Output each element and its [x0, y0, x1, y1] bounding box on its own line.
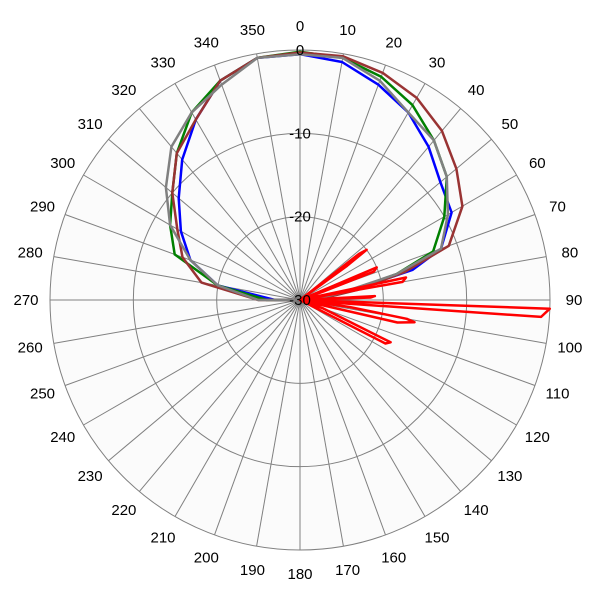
- grid-spoke: [299, 299, 462, 492]
- grid-spoke: [299, 299, 492, 462]
- angle-tick-label: 70: [549, 198, 566, 215]
- angle-tick-label: 80: [561, 244, 578, 261]
- angle-tick-label: 40: [468, 82, 485, 99]
- grid-spoke: [299, 64, 386, 301]
- angle-tick-label: 90: [566, 292, 583, 309]
- angle-tick-label: 230: [78, 468, 103, 485]
- grid-spoke: [299, 138, 492, 301]
- grid-spoke: [299, 299, 386, 536]
- angle-tick-label: 180: [287, 566, 312, 583]
- radial-tick-label: -10: [289, 125, 311, 142]
- radial-tick-label: 0: [296, 42, 304, 59]
- angle-tick-labels: 0 10 20 30 40 50 60 70 80 90 100 110 120 130 140 150 160…: [13, 18, 582, 583]
- angle-tick-label: 240: [50, 429, 75, 446]
- grid-spoke: [83, 299, 301, 426]
- grid-spoke: [108, 299, 301, 462]
- grid-spoke: [256, 299, 301, 547]
- angle-tick-label: 270: [13, 292, 38, 309]
- angle-tick-label: 220: [111, 502, 136, 519]
- grid-spoke: [108, 138, 301, 301]
- grid-spoke: [174, 299, 301, 517]
- grid-spoke: [53, 299, 301, 344]
- grid-spoke: [299, 174, 517, 301]
- radial-tick-label: -30: [289, 292, 311, 309]
- angle-tick-label: 160: [381, 549, 406, 566]
- angle-tick-label: 0: [296, 18, 304, 35]
- grid-spoke: [299, 299, 344, 547]
- angle-tick-label: 310: [78, 116, 103, 133]
- angle-tick-label: 260: [18, 340, 43, 357]
- grid-spoke: [299, 299, 426, 517]
- angle-tick-label: 170: [335, 562, 360, 579]
- angle-tick-label: 280: [18, 244, 43, 261]
- angle-tick-label: 20: [385, 35, 402, 52]
- grid-spoke: [214, 64, 301, 301]
- grid-spoke: [299, 299, 517, 426]
- angle-tick-label: 320: [111, 82, 136, 99]
- angle-tick-label: 100: [557, 340, 582, 357]
- angle-tick-label: 140: [464, 502, 489, 519]
- angle-tick-label: 190: [240, 562, 265, 579]
- angle-tick-label: 330: [150, 55, 175, 72]
- series-line-5: [298, 248, 552, 345]
- series-group: [164, 50, 552, 345]
- grid-spoke: [83, 174, 301, 301]
- grid-spoke: [299, 83, 426, 301]
- angle-tick-label: 10: [339, 22, 356, 39]
- angle-tick-label: 150: [424, 529, 449, 546]
- radial-tick-label: -20: [289, 209, 311, 226]
- grid-spoke: [53, 256, 301, 301]
- radial-tick-labels: 0 -10 -20 -30: [289, 42, 311, 309]
- angle-tick-label: 50: [502, 116, 519, 133]
- angle-tick-label: 250: [30, 386, 55, 403]
- angle-tick-label: 110: [546, 386, 570, 403]
- angle-tick-label: 290: [30, 198, 55, 215]
- angle-tick-label: 350: [240, 22, 265, 39]
- grid-spoke: [138, 299, 301, 492]
- grid-spoke: [299, 299, 547, 344]
- angle-tick-label: 120: [525, 429, 550, 446]
- grid-spoke: [256, 53, 301, 301]
- grid-spoke: [299, 53, 344, 301]
- grid-spoke: [64, 299, 301, 386]
- angle-tick-label: 200: [194, 549, 219, 566]
- angle-tick-label: 30: [429, 55, 446, 72]
- angle-tick-label: 130: [497, 468, 522, 485]
- angle-tick-label: 300: [50, 155, 75, 172]
- angle-tick-label: 60: [529, 155, 546, 172]
- grid-spoke: [138, 108, 301, 301]
- angle-tick-label: 340: [194, 35, 219, 52]
- grid-spoke: [214, 299, 301, 536]
- grid-spoke: [299, 299, 536, 386]
- angle-tick-label: 210: [150, 529, 175, 546]
